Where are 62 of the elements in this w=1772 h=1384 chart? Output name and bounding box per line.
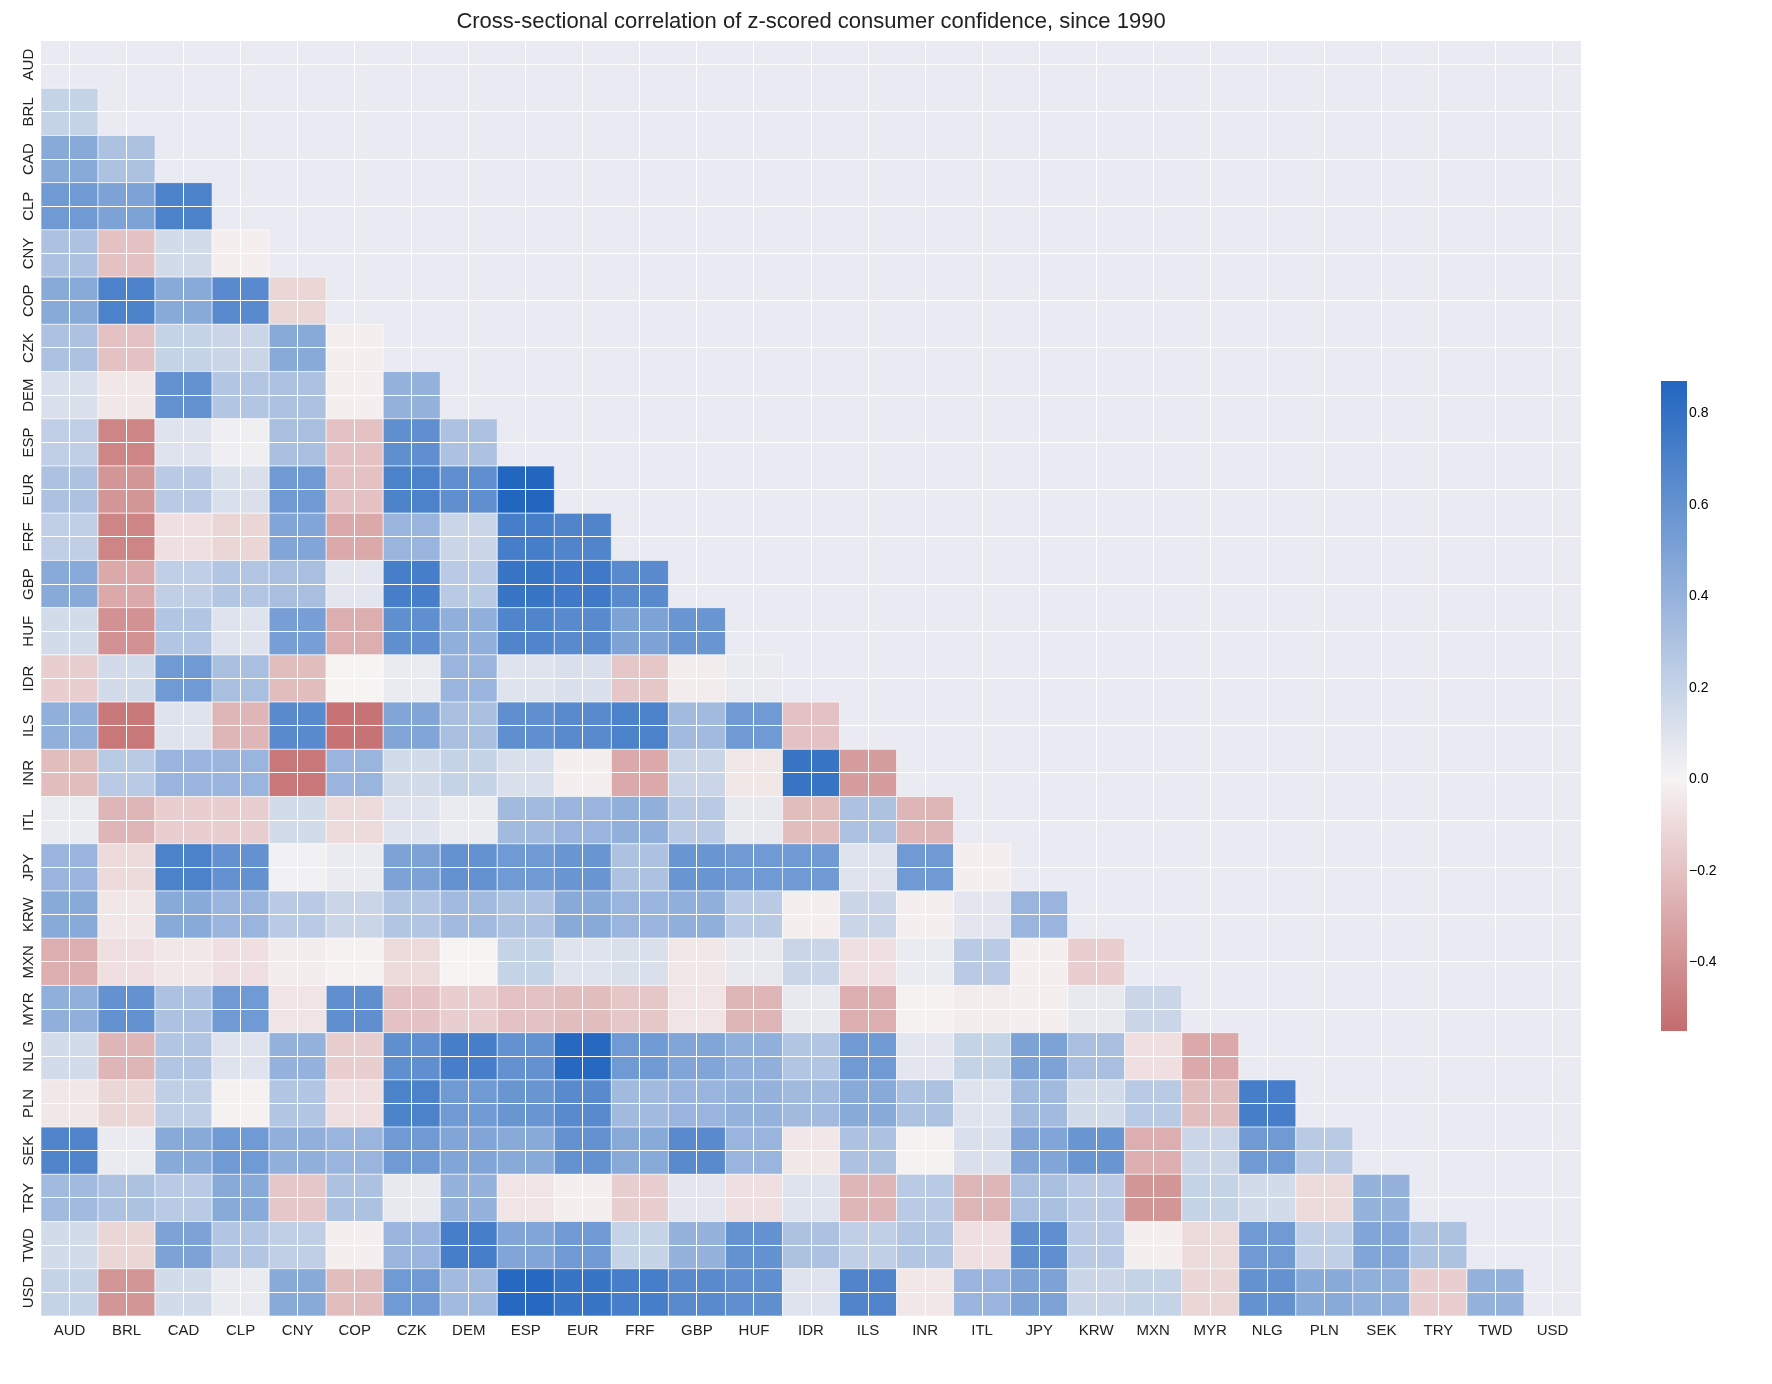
y-tick-label: COP <box>18 284 36 317</box>
x-tick-label: BRL <box>111 1320 142 1338</box>
y-tick-label: PLN <box>18 1088 36 1119</box>
y-tick-label: GBP <box>18 568 36 600</box>
x-tick-label: ESP <box>510 1320 541 1338</box>
y-tick-label: IDR <box>18 665 36 692</box>
x-tick-label: MXN <box>1136 1320 1170 1338</box>
color-bar-label: −0.2 <box>1689 861 1717 878</box>
x-tick-label: JPY <box>1025 1320 1053 1338</box>
x-tick-label: SEK <box>1366 1320 1397 1338</box>
y-tick-label: CNY <box>18 237 36 270</box>
x-tick-label: KRW <box>1078 1320 1115 1338</box>
color-bar-label: −0.4 <box>1689 953 1717 970</box>
y-tick-label: BRL <box>18 97 36 127</box>
y-tick-label: CLP <box>18 191 36 221</box>
y-tick-label: ILS <box>18 714 36 737</box>
y-tick-label: AUD <box>18 48 36 81</box>
y-tick-label: MYR <box>18 992 36 1026</box>
y-tick-label: EUR <box>18 473 36 506</box>
x-tick-label: IDR <box>798 1320 825 1338</box>
x-tick-label: ITL <box>971 1320 993 1338</box>
y-tick-label: TWD <box>18 1227 36 1263</box>
x-tick-label: DEM <box>452 1320 486 1338</box>
x-tick-label: NLG <box>1251 1320 1283 1338</box>
y-tick-label: ITL <box>18 809 36 832</box>
y-tick-label: HUF <box>18 615 36 647</box>
x-tick-label: INR <box>912 1320 939 1338</box>
chart-title: Cross-sectional correlation of z-scored consumer confidence, since 1990 <box>456 8 1166 33</box>
y-tick-label: NLG <box>18 1040 36 1072</box>
y-tick-label: USD <box>18 1276 36 1309</box>
x-tick-label: TRY <box>1423 1320 1454 1338</box>
x-tick-label: CLP <box>226 1320 256 1338</box>
x-tick-label: TWD <box>1478 1320 1513 1338</box>
x-tick-label: HUF <box>738 1320 770 1338</box>
x-tick-label: CZK <box>396 1320 427 1338</box>
y-tick-label: CZK <box>18 332 36 363</box>
color-bar-label: 0.0 <box>1689 770 1709 787</box>
y-tick-label: JPY <box>18 853 36 882</box>
x-tick-label: USD <box>1536 1320 1569 1338</box>
x-tick-label: CNY <box>281 1320 314 1338</box>
y-tick-label: SEK <box>18 1135 36 1166</box>
color-bar-label: 0.6 <box>1689 495 1709 512</box>
x-tick-label: EUR <box>567 1320 599 1338</box>
y-tick-label: DEM <box>18 378 36 412</box>
y-tick-label: INR <box>18 759 36 786</box>
y-tick-label: MXN <box>18 945 36 979</box>
x-tick-label: AUD <box>53 1320 86 1338</box>
x-tick-label: COP <box>338 1320 371 1338</box>
y-tick-label: FRF <box>18 522 36 552</box>
y-tick-label: TRY <box>18 1183 36 1213</box>
x-tick-label: FRF <box>625 1320 655 1338</box>
y-tick-label: KRW <box>18 896 36 932</box>
x-tick-label: PLN <box>1309 1320 1339 1338</box>
y-tick-label: CAD <box>18 143 36 175</box>
color-bar-label: 0.2 <box>1689 678 1709 695</box>
color-bar-label: 0.4 <box>1689 587 1709 604</box>
x-tick-label: GBP <box>681 1320 713 1338</box>
x-tick-label: MYR <box>1193 1320 1228 1338</box>
x-tick-label: CAD <box>167 1320 200 1338</box>
color-bar-label: 0.8 <box>1689 404 1709 421</box>
x-tick-label: ILS <box>856 1320 880 1338</box>
y-tick-label: ESP <box>18 427 36 458</box>
